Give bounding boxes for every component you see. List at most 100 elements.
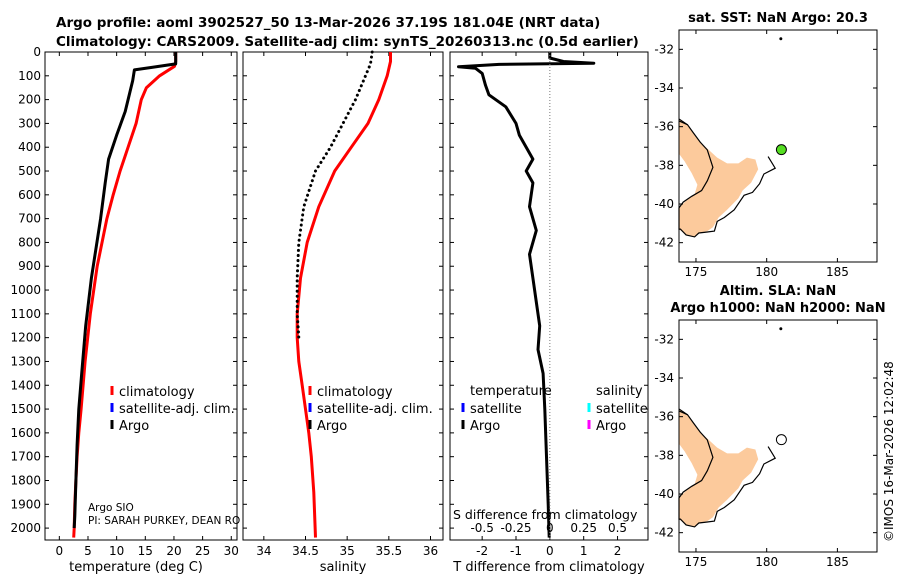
coastline [678,410,777,528]
footer-line2: PI: SARAH PURKEY, DEAN RO [88,515,240,527]
legend-label: satellite [470,402,522,417]
x-tick-label: 34.5 [292,544,319,558]
legend-label: Argo [317,419,347,434]
legend-label: satellite [596,402,648,417]
footer-line1: Argo SIO [88,502,134,514]
y-tick-label: -38 [654,158,674,172]
copyright-stamp: ©IMOS 16-Mar-2026 12:02:48 [882,361,896,542]
y-tick-label: 700 [18,212,41,226]
y-tick-label: 1200 [10,331,41,345]
y-tick-label: 500 [18,164,41,178]
title-line2: Climatology: CARS2009. Satellite-adj cli… [56,34,639,50]
land-area [679,118,759,237]
x-tick-label: 35.5 [375,544,402,558]
xlabel-temperature: temperature (deg C) [69,560,203,575]
sst-map-title: sat. SST: NaN Argo: 20.3 [688,11,868,26]
y-tick-label: 1300 [10,354,41,368]
float-position-marker [775,144,787,156]
legend-salinity-title: salinity [596,384,643,399]
y-tick-label: 400 [18,140,41,154]
x-tick-label: 36 [423,544,438,558]
y-tick-label: 200 [18,93,41,107]
legend-label: Argo [596,419,626,434]
land-area [679,408,759,527]
temperature-panel: temperature (deg C) 0 5 10 15 20 25 3001002003… [10,45,238,575]
x-tick-label: 180 [755,265,778,279]
s-tick-label: -0.5 [470,521,493,535]
x-tick-label: 5 [84,544,92,558]
x-tick-label: 0 [546,544,554,558]
y-tick-label: 0 [33,45,41,59]
y-tick-label: 1400 [10,378,41,392]
x-tick-label: -1 [510,544,522,558]
sla-map-panel: Altim. SLA: NaN Argo h1000: NaN h2000: N… [654,284,885,569]
y-tick-label: 900 [18,259,41,273]
y-tick-label: 600 [18,188,41,202]
y-tick-label: 1800 [10,473,41,487]
x-tick-label: 35 [340,544,355,558]
y-tick-label: -36 [654,410,674,424]
s-tick-label: 0.5 [608,521,627,535]
legend-temperature-title: temperature [470,384,552,399]
series-argo-line [295,50,374,340]
y-tick-label: -40 [654,197,674,211]
float-position-marker [775,434,787,446]
title-line1: Argo profile: aoml 3902527_50 13-Mar-202… [56,15,600,31]
y-tick-label: -38 [654,448,674,462]
y-tick-label: -36 [654,120,674,134]
x-tick-label: 175 [685,555,708,569]
legend-label: Argo [470,419,500,434]
legend-label: satellite-adj. clim. [119,402,235,417]
difference-panel: T difference from climatology -2 -1 0 1 2 S d… [449,51,649,575]
y-tick-label: 1100 [10,307,41,321]
y-tick-label: 800 [18,235,41,249]
sla-map-subtitle: Argo h1000: NaN h2000: NaN [670,301,885,316]
x-tick-label: 2 [614,544,622,558]
x-tick-label: -2 [476,544,488,558]
x-tick-label: 185 [826,555,849,569]
legend-label: Argo [119,419,149,434]
island-dot [779,37,783,41]
y-tick-label: -42 [654,526,674,540]
s-tick-label: 0 [546,521,554,535]
y-tick-label: -42 [654,236,674,250]
coastline [678,118,688,126]
sla-map-title: Altim. SLA: NaN [720,284,836,299]
s-difference-title: S difference from climatology [453,507,638,522]
legend-label: satellite-adj. clim. [317,402,433,417]
y-tick-label: 1000 [10,283,41,297]
y-tick-label: 1500 [10,402,41,416]
axes-frame [44,51,238,541]
x-tick-label: 25 [195,544,210,558]
y-tick-label: -32 [654,42,674,56]
map-frame [678,29,878,263]
y-tick-label: -40 [654,487,674,501]
map-frame [678,319,878,553]
y-tick-label: 300 [18,116,41,130]
y-tick-label: -34 [654,371,674,385]
y-tick-label: 1900 [10,497,41,511]
x-tick-label: 175 [685,265,708,279]
y-tick-label: -34 [654,81,674,95]
x-tick-label: 20 [166,544,181,558]
y-tick-label: 100 [18,69,41,83]
x-tick-label: 180 [755,555,778,569]
xlabel-t-difference: T difference from climatology [452,560,645,575]
legend-label: climatology [317,385,393,400]
y-tick-label: -32 [654,332,674,346]
coastline [678,120,777,238]
x-tick-label: 10 [109,544,124,558]
y-tick-label: 2000 [10,521,41,535]
x-tick-label: 15 [138,544,153,558]
series-argo-line [457,52,596,538]
series-argo-line [72,52,178,529]
series-climatology-line [295,52,392,538]
sst-map-panel: sat. SST: NaN Argo: 20.3 175 180 185 -32 -34… [654,11,878,279]
y-tick-label: 1600 [10,426,41,440]
island-dot [779,327,783,331]
s-tick-label: -0.25 [500,521,531,535]
xlabel-salinity: salinity [320,560,367,575]
s-tick-label: 0.25 [570,521,597,535]
axes-frame [449,51,649,541]
